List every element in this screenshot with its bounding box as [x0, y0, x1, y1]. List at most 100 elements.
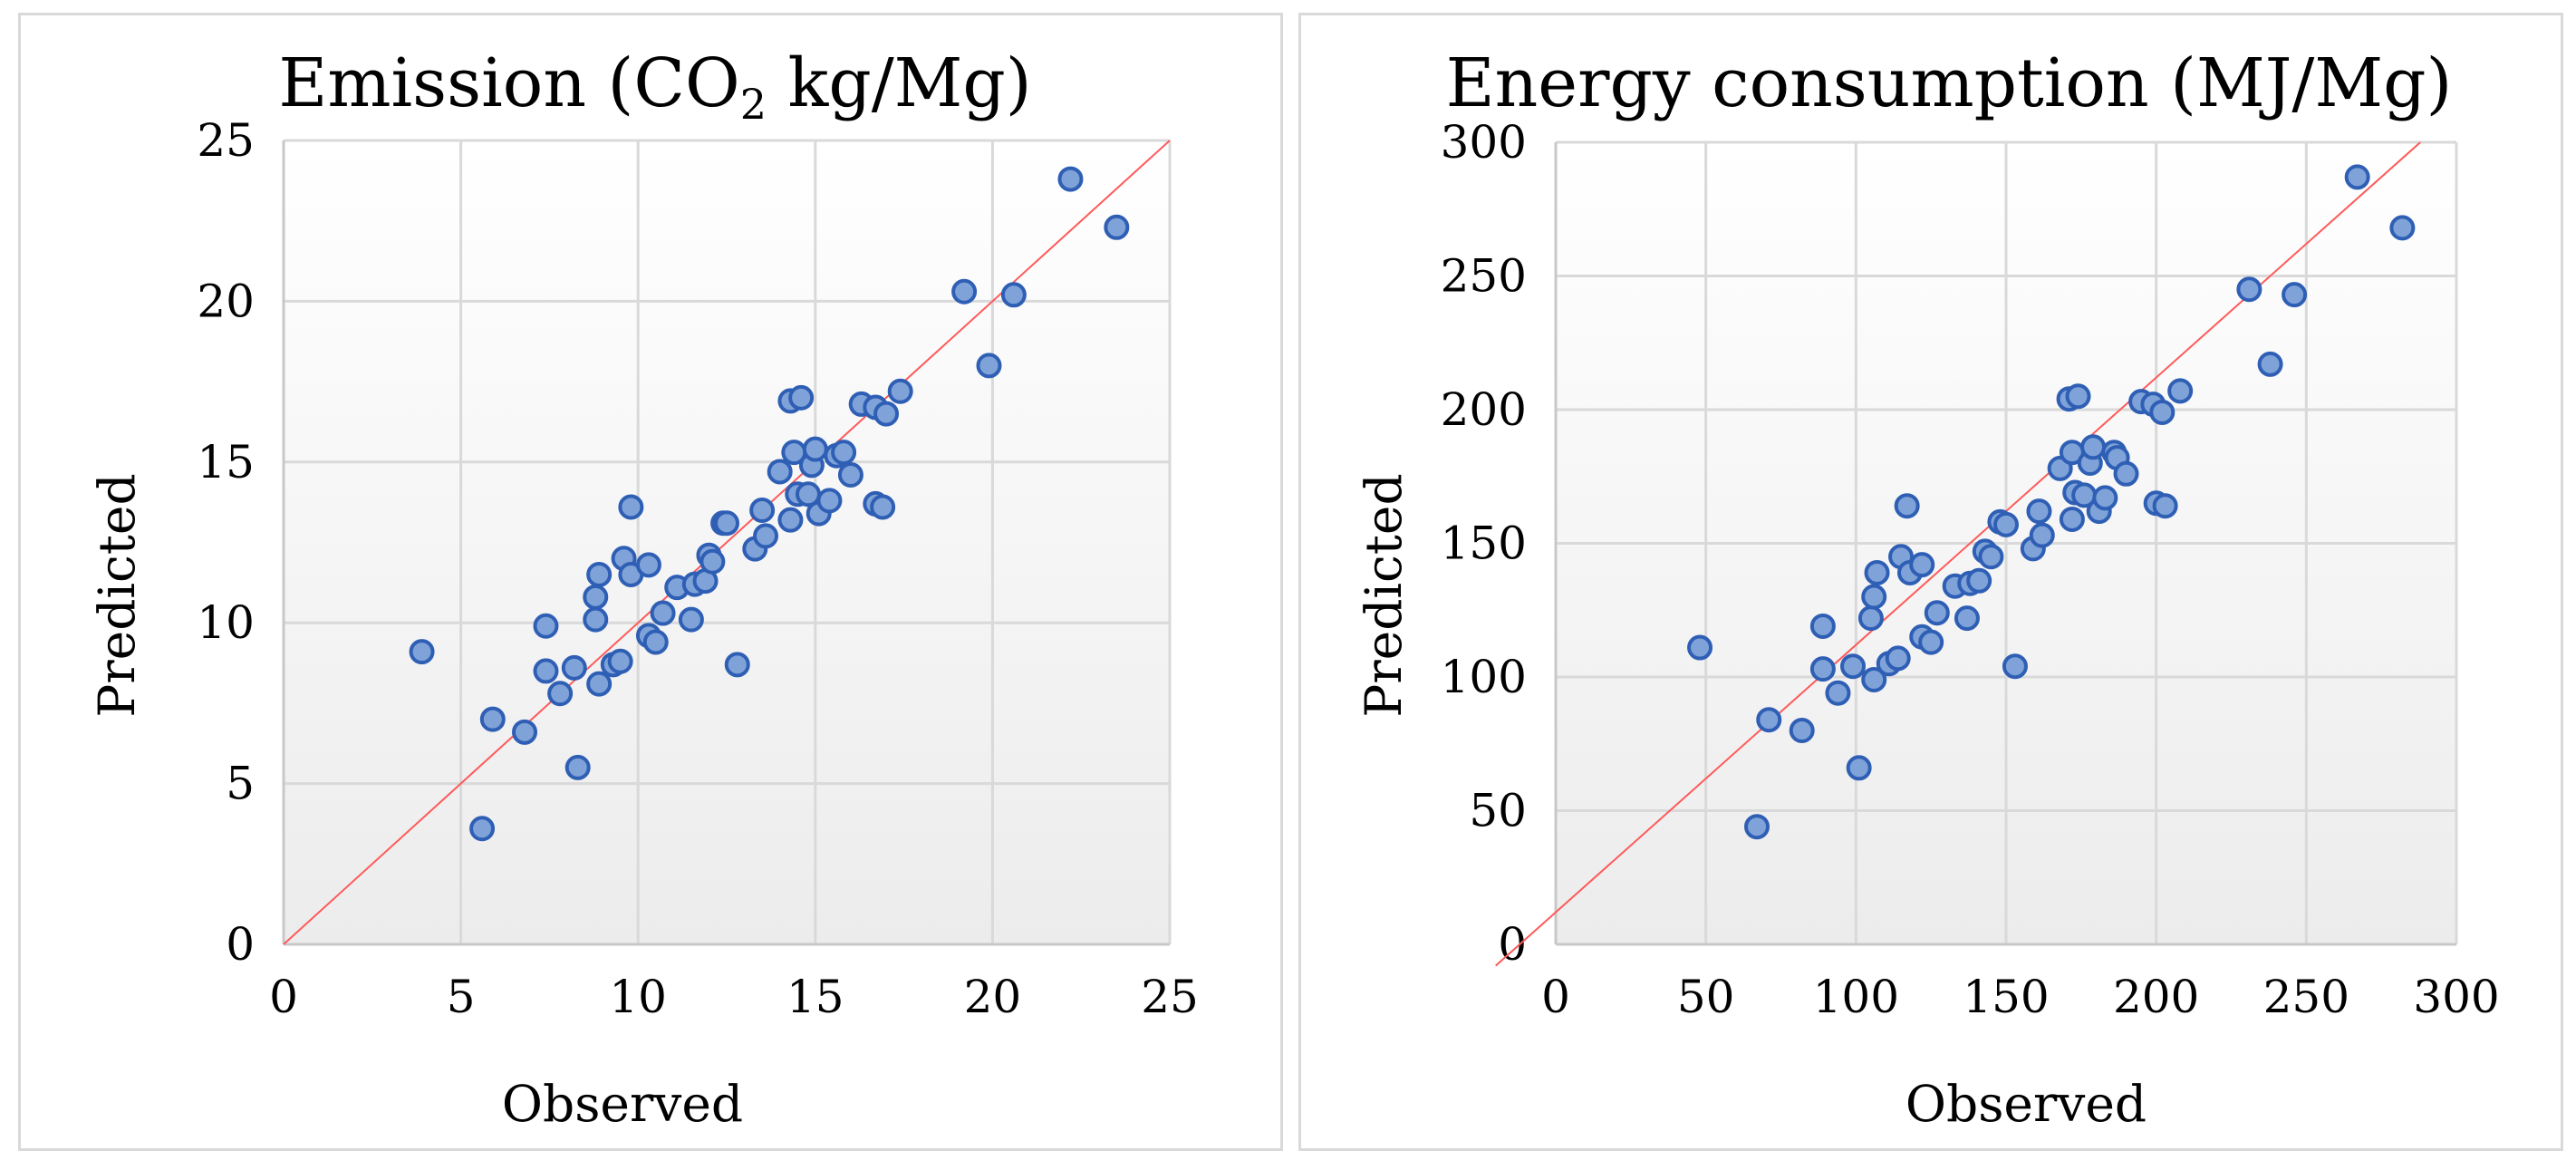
y-tick-label: 150 [1441, 517, 1527, 570]
data-point [583, 584, 609, 610]
data-point [650, 600, 676, 626]
y-tick-label: 20 [197, 275, 255, 327]
data-point [951, 278, 978, 305]
data-point [699, 548, 726, 575]
y-tick-label: 25 [197, 114, 255, 167]
energy-chart-panel: 0 50 100 150 200 250 300 0 50 100 150 200 250 300 Ener… [1298, 13, 2563, 1151]
data-point [1756, 707, 1782, 733]
data-point [1909, 552, 1935, 578]
data-point [533, 613, 559, 639]
x-tick-label: 25 [1141, 971, 1199, 1023]
data-point [2113, 460, 2139, 487]
y-tick-label: 50 [1469, 785, 1527, 837]
y-axis-title: Predicted [88, 473, 146, 717]
data-point [714, 510, 739, 537]
data-point [1789, 718, 1815, 743]
data-point [1864, 559, 1890, 585]
data-point [753, 523, 779, 549]
data-point [469, 816, 496, 842]
x-axis-title: Observed [1905, 1075, 2147, 1133]
chart-title: Energy consumption (MJ/Mg) [1446, 44, 2453, 122]
x-tick-label: 0 [269, 971, 298, 1023]
data-point [749, 498, 776, 524]
data-point [642, 629, 669, 655]
data-point [976, 353, 1002, 379]
data-point [2029, 522, 2055, 548]
data-point [1966, 567, 1992, 594]
y-tick-label: 100 [1441, 651, 1527, 703]
data-point [1846, 755, 1872, 781]
data-point [607, 648, 633, 674]
data-point [533, 658, 559, 684]
x-tick-label: 50 [1677, 971, 1735, 1023]
data-point [788, 384, 815, 411]
data-point [678, 606, 704, 633]
data-point [1857, 605, 1884, 632]
emission-scatter-chart: 0 5 10 15 20 25 0 5 10 15 20 25 Emission (CO2 kg/Mg)… [88, 44, 1199, 1133]
x-tick-label: 200 [2113, 971, 2199, 1023]
data-point [479, 706, 506, 732]
data-point [831, 440, 857, 466]
data-point [583, 606, 609, 633]
data-point [1861, 666, 1887, 692]
data-point [2026, 498, 2052, 525]
data-point [887, 378, 913, 404]
x-tick-label: 0 [1541, 971, 1570, 1023]
x-tick-label: 10 [609, 971, 667, 1023]
data-point [1840, 653, 1867, 680]
x-tick-label: 300 [2413, 971, 2499, 1023]
x-tick-label: 100 [1813, 971, 1899, 1023]
data-point [2065, 383, 2091, 410]
energy-scatter-chart: 0 50 100 150 200 250 300050100150200250300Ener… [1355, 44, 2500, 1133]
data-point [1825, 680, 1851, 706]
data-point [2236, 276, 2262, 303]
data-point [802, 436, 828, 462]
data-point [2092, 485, 2118, 511]
data-point [1885, 645, 1911, 672]
data-point [1978, 544, 2004, 570]
y-axis-title: Predicted [1355, 473, 1413, 717]
data-point [1000, 282, 1027, 308]
data-point [777, 507, 804, 533]
data-point [1809, 613, 1836, 639]
data-point [2167, 378, 2194, 404]
data-point [1687, 634, 1713, 661]
data-point [564, 754, 591, 780]
data-point [837, 461, 863, 488]
chart-title: Emission (CO2 kg/Mg) [278, 44, 1031, 129]
data-point [1924, 600, 1950, 626]
x-axis-title: Observed [502, 1075, 743, 1133]
emission-chart-panel: 0 5 10 15 20 25 0 5 10 15 20 25 Emission (CO2 kg/Mg)… [18, 13, 1283, 1151]
data-point [870, 494, 896, 520]
x-tick-label: 5 [447, 971, 476, 1023]
data-point [2344, 164, 2370, 190]
data-point [1057, 166, 1084, 192]
reference-line [283, 140, 1171, 945]
data-point [816, 488, 843, 514]
data-point [409, 639, 435, 665]
data-point [618, 494, 644, 520]
data-point [1954, 605, 1980, 632]
x-tick-label: 250 [2263, 971, 2349, 1023]
x-tick-label: 20 [964, 971, 1022, 1023]
data-point [2282, 282, 2308, 308]
data-point [2389, 215, 2416, 241]
data-point [2152, 493, 2178, 519]
y-tick-label: 5 [226, 758, 255, 810]
data-point [586, 561, 613, 587]
data-point [724, 652, 750, 678]
data-point [1918, 629, 1944, 655]
x-tick-label: 15 [786, 971, 844, 1023]
data-point [2149, 399, 2176, 425]
data-point [873, 401, 900, 427]
y-tick-label: 250 [1441, 250, 1527, 303]
x-tick-label: 150 [1963, 971, 2049, 1023]
reference-line [1495, 141, 2421, 967]
data-point [1104, 214, 1130, 240]
data-point [561, 654, 587, 681]
y-tick-label: 15 [197, 436, 255, 488]
y-tick-label: 10 [197, 596, 255, 649]
data-point [2002, 653, 2028, 680]
y-tick-label: 200 [1441, 383, 1527, 436]
data-point [512, 719, 538, 745]
